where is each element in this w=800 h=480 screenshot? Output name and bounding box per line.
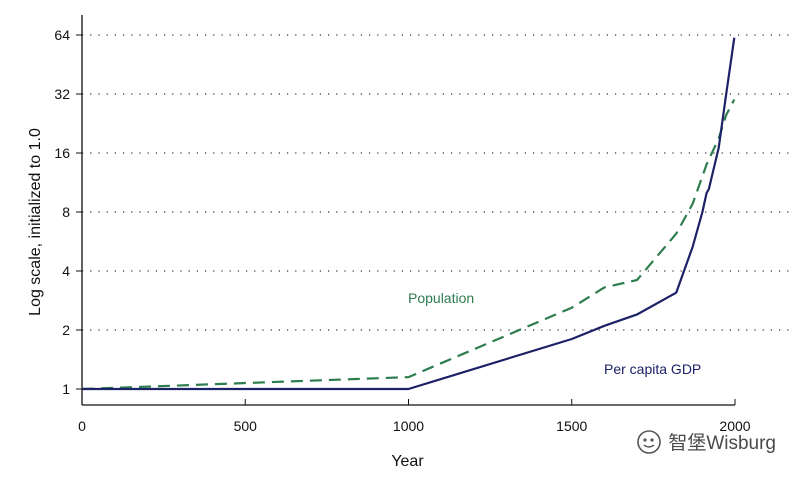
x-tick-label-500: 500 [234,418,258,434]
watermark-text: 智堡Wisburg [668,433,776,454]
chart-labels: 1 2 4 8 16 32 64 0 500 1000 1500 2000 Year Log scale,… [27,27,751,470]
axes [76,15,736,406]
watermark: 智堡Wisburg [636,428,776,455]
x-tick-label-1500: 1500 [556,418,587,434]
y-tick-label-2: 2 [62,322,70,338]
y-tick-label-1: 1 [62,381,70,397]
y-tick-label-64: 64 [54,27,70,43]
y-tick-label-32: 32 [54,86,70,102]
x-tick-label-1000: 1000 [393,418,424,434]
series-lines [81,37,736,391]
y-tick-label-4: 4 [62,263,70,279]
gridlines [82,34,790,331]
series-line-per-capita-gdp [82,37,736,391]
series-label-per-capita-gdp: Per capita GDP [604,361,701,377]
y-tick-label-16: 16 [54,145,70,161]
x-tick-label-0: 0 [78,418,86,434]
x-axis-title: Year [391,453,424,470]
series-label-population: Population [408,290,474,306]
y-tick-label-8: 8 [62,204,70,220]
x-tick-label-2000: 2000 [719,418,750,434]
series-line-population [81,98,736,391]
y-axis-title: Log scale, initialized to 1.0 [27,128,44,316]
wechat-icon [637,429,662,454]
